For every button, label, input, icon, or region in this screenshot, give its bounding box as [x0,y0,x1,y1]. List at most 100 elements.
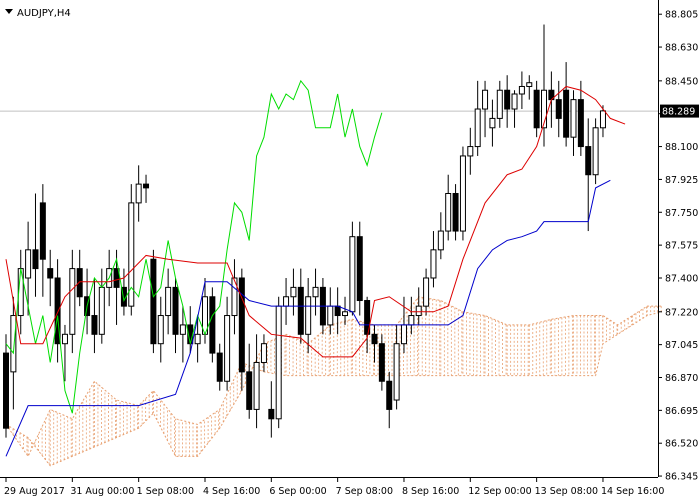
candle-body-bear [585,146,592,176]
candle-body-bear [563,89,570,138]
candle-body-bear [533,89,540,129]
y-tick-label: 87.925 [665,175,698,186]
candle-body-bear [32,249,39,270]
candle [371,324,378,363]
x-tick-label: 7 Sep 08:00 [336,486,393,497]
candle-body-bear [246,371,253,410]
current-price-box [660,104,699,118]
candle-body-bull [327,305,334,326]
y-tick-label: 87.045 [665,340,698,351]
candle [342,296,349,325]
candle [260,334,267,372]
candle [194,315,201,363]
ichimoku-cloud [5,296,663,467]
candle [393,324,400,410]
candle [172,277,179,354]
candle [47,249,54,307]
candle-body-bull [445,193,452,232]
candle-body-bull [437,230,444,251]
candle [423,268,430,316]
candle [253,334,260,429]
candle [518,71,525,110]
x-tick-label: 1 Sep 08:00 [137,486,194,497]
candle-body-bull [511,93,518,110]
candle-body-bull [415,305,422,317]
candle-body-bear [150,258,157,345]
candle [113,249,120,325]
candle-body-bull [570,99,577,138]
x-tick-label: 12 Sep 00:00 [468,486,531,497]
y-tick-label: 87.220 [665,307,698,318]
candle-body-bear [47,268,54,279]
candle-body-bull [393,343,400,401]
candle-body-bull [69,268,76,335]
candle [25,221,32,316]
x-tick-label: 6 Sep 00:00 [269,486,326,497]
symbol-label: AUDJPY,H4 [17,8,71,19]
candle [592,118,599,185]
candle-body-bull [408,315,415,326]
candle [305,277,312,354]
candle-body-bull [224,315,231,382]
candle [76,249,83,307]
candlestick-series [3,24,606,438]
candle [467,127,474,175]
candle-body-bear [268,408,275,420]
candle-body-bull [599,110,606,129]
y-tick-label: 87.750 [665,208,698,219]
candle-body-bull [592,127,599,176]
candle-body-bull [474,108,481,148]
candle-body-bull [179,324,186,335]
candle [430,231,437,288]
candle [459,146,466,241]
candle [386,371,393,429]
candle [577,80,584,156]
candle-body-bull [275,305,282,420]
time-axis: 29 Aug 2017 31 Aug 00:00 1 Sep 08:00 4 Sep … [4,477,664,497]
candle [290,268,297,316]
candle [533,80,540,138]
candle-body-bull [496,89,503,119]
candle-body-bull [489,117,496,129]
candle [143,174,150,203]
candle [54,259,61,363]
candle [216,343,223,391]
candle-body-bull [423,277,430,307]
candle-body-bear [371,333,378,345]
candle-body-bull [25,249,32,279]
candle-body-bear [378,343,385,382]
candle [135,165,142,222]
candle-body-bear [504,89,511,110]
candle-body-bear [39,202,46,260]
candle [150,249,157,354]
candle-body-bull [312,286,319,298]
candle-body-bull [165,286,172,317]
kijun-line [5,179,611,457]
x-tick-label: 13 Sep 08:00 [535,486,598,497]
candle [69,249,76,354]
candle-body-bear [91,315,98,335]
candle [268,381,275,438]
plot-area[interactable] [0,0,658,477]
candle-body-bear [113,268,120,288]
dropdown-triangle-icon[interactable] [5,9,13,14]
candle [445,174,452,241]
candle-body-bear [3,352,9,429]
candle [496,80,503,128]
candle-body-bull [157,315,164,345]
candle-body-bear [238,277,245,373]
candle [128,184,135,316]
candle [356,221,363,316]
candle-body-bull [541,89,548,129]
candle-body-bull [10,315,17,373]
candle [482,80,489,138]
candle [238,268,245,391]
x-tick-label: 14 Sep 16:00 [601,486,664,497]
candle-body-bull [290,286,297,298]
y-tick-label: 87.575 [665,241,698,252]
candle [275,296,282,429]
candle-body-bull [128,202,135,307]
y-tick-label: 88.805 [665,10,698,21]
candle [474,80,481,156]
